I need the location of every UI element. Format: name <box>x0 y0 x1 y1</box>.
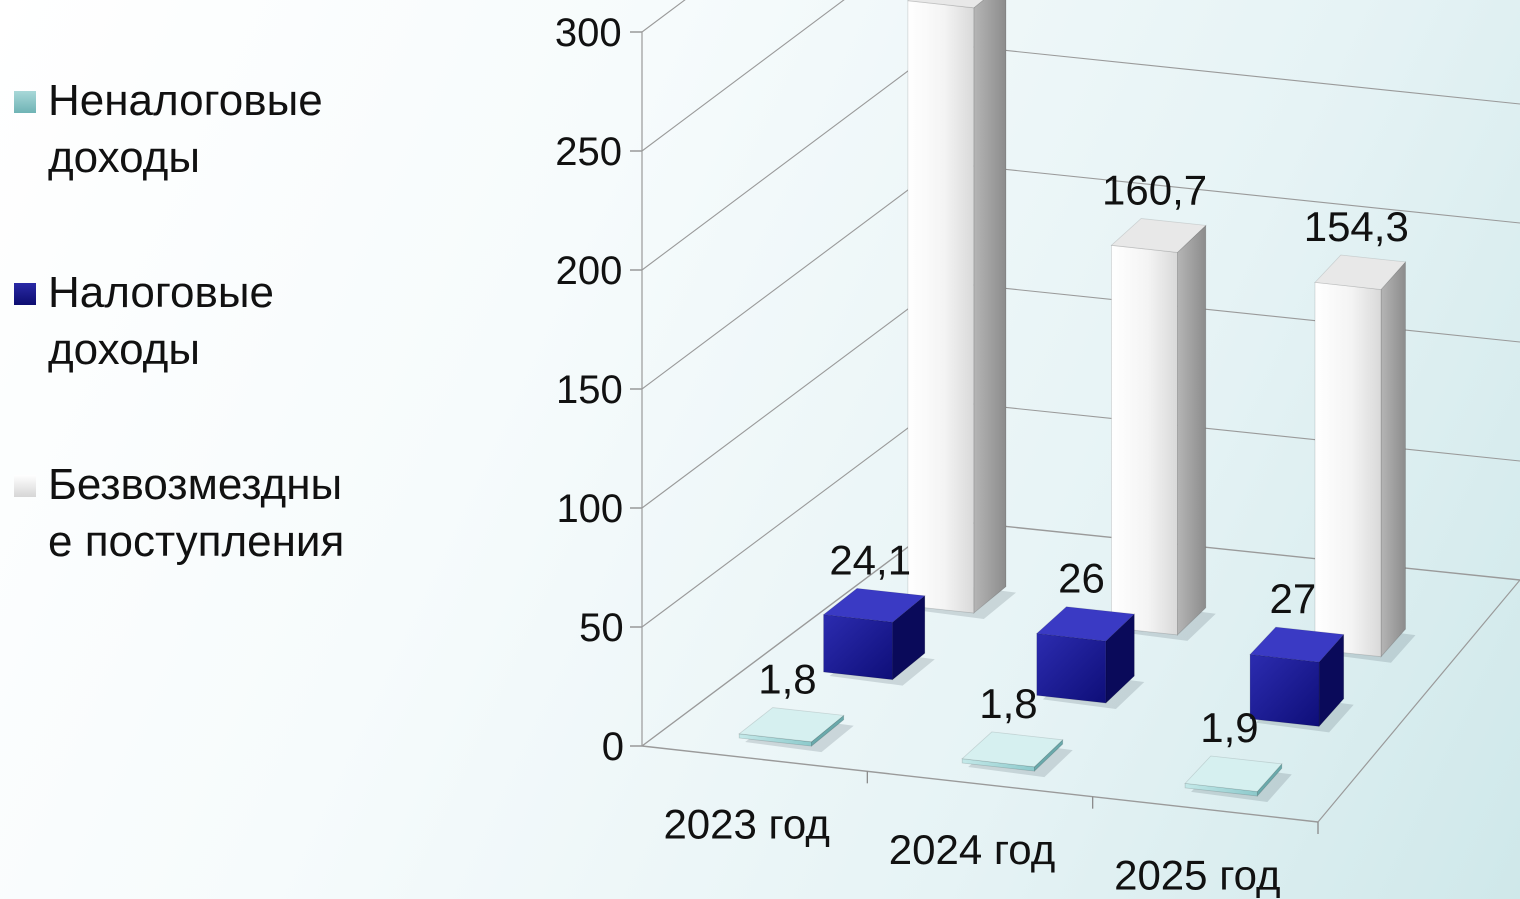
bar-side-face <box>1380 260 1406 658</box>
bar-top-face <box>822 587 926 623</box>
legend-label-line: Налоговые <box>48 268 274 317</box>
legend-label-non-tax-income: Неналоговые доходы <box>48 72 388 186</box>
bar-top-face <box>1249 626 1345 663</box>
y-tick-label: 300 <box>555 11 622 55</box>
y-tick-label: 150 <box>556 368 623 412</box>
legend-item-grants: Безвозмездны е поступления <box>12 456 412 596</box>
bar-grants <box>1314 254 1416 663</box>
bar-front-face <box>823 614 893 681</box>
y-tick-label: 200 <box>556 249 623 293</box>
data-label: 1,9 <box>1200 704 1258 751</box>
data-label: 1,8 <box>979 680 1037 727</box>
legend-label-tax-income: Налоговые доходы <box>48 264 388 378</box>
bar-tax-income <box>1035 606 1145 709</box>
bar-grants <box>906 0 1016 619</box>
bar-front-face <box>1111 244 1178 636</box>
gridline <box>641 0 686 33</box>
bar-top-face <box>906 0 984 9</box>
y-tick-label: 50 <box>579 606 624 650</box>
legend-item-tax-income: Налоговые доходы <box>12 264 412 404</box>
legend-swatch-grants <box>14 475 36 497</box>
legend-swatch-tax-income <box>14 283 36 305</box>
bar-non-tax-income <box>738 707 854 753</box>
bar-side-face <box>1177 224 1207 636</box>
bar-non-tax-income <box>1184 755 1292 802</box>
legend-label-grants: Безвозмездны е поступления <box>48 456 388 570</box>
y-tick-label: 0 <box>602 725 624 769</box>
bar-top-face <box>1035 606 1136 642</box>
legend-label-line: Безвозмездны <box>48 460 343 509</box>
bar-front-face <box>1249 654 1320 727</box>
legend-swatch-non-tax-income <box>14 91 36 113</box>
gridline <box>641 0 845 152</box>
chart-legend: Неналоговые доходы Налоговые доходы Безв… <box>12 72 412 648</box>
bar-top-face <box>1110 218 1207 253</box>
bar-side-face <box>973 0 1007 614</box>
data-label: 24,1 <box>829 536 911 583</box>
bar-top-face <box>1314 254 1407 290</box>
bar-front-face <box>1036 633 1107 704</box>
bar-top-face <box>1184 755 1283 792</box>
data-label: 154,3 <box>1304 203 1409 250</box>
data-label: 160,7 <box>1102 166 1207 213</box>
x-tick-label: 2025 год <box>1114 851 1280 898</box>
data-label: 26 <box>1058 555 1105 602</box>
bar-tax-income <box>822 587 935 686</box>
legend-label-line: доходы <box>48 325 200 374</box>
legend-item-non-tax-income: Неналоговые доходы <box>12 72 412 212</box>
x-tick-label: 2023 год <box>663 801 829 848</box>
x-axis-line <box>641 745 1319 823</box>
legend-label-line: е поступления <box>48 517 345 566</box>
bar-non-tax-income <box>961 731 1073 778</box>
chart-labels: 0 50 100 150 200 250 300 2023 год 2024 год 2025 г… <box>555 11 1409 898</box>
data-label: 1,8 <box>758 656 816 703</box>
y-tick-label: 250 <box>555 130 622 174</box>
legend-label-line: Неналоговые <box>48 76 323 125</box>
bar-tax-income <box>1249 626 1354 733</box>
chart-bars <box>738 0 1416 802</box>
floor-right-edge <box>1317 579 1520 823</box>
bar-top-face <box>738 707 845 743</box>
bar-grants <box>1110 218 1216 641</box>
y-tick-label: 100 <box>556 487 623 531</box>
x-tick-label: 2024 год <box>889 826 1055 873</box>
bar-top-face <box>961 731 1064 768</box>
bar-front-face <box>1314 281 1382 658</box>
legend-label-line: доходы <box>48 133 200 182</box>
data-label: 27 <box>1270 575 1317 622</box>
bar-front-face <box>907 0 975 614</box>
